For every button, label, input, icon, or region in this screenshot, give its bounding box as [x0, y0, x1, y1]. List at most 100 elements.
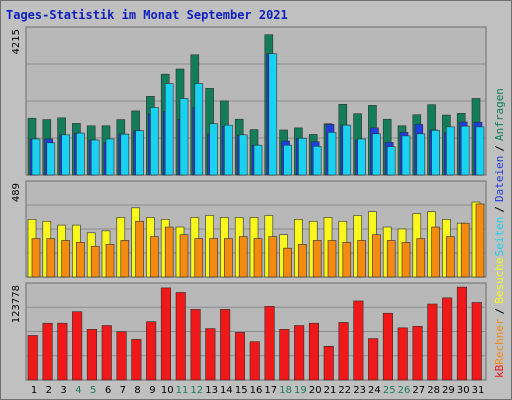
bar-rechner — [386, 240, 396, 278]
x-tick-label: 15 — [235, 385, 248, 396]
bar-seiten — [135, 130, 144, 176]
x-tick-label: 13 — [205, 385, 218, 396]
x-tick-label: 1 — [31, 385, 37, 396]
bar-seiten — [312, 145, 322, 176]
y-axis-max-label: 123778 — [11, 285, 22, 323]
bar-kb — [427, 303, 438, 381]
bar-seiten — [446, 126, 455, 176]
x-tick-label: 12 — [190, 385, 203, 396]
bar-seiten — [61, 134, 70, 176]
bar-kb — [131, 339, 142, 381]
bar-rechner — [372, 234, 381, 278]
x-tick-label: 10 — [161, 385, 174, 396]
bar-kb — [338, 322, 349, 381]
legend-separator: / — [493, 206, 506, 213]
bar-rechner — [194, 238, 204, 278]
bar-seiten — [372, 133, 381, 176]
x-tick-label: 24 — [368, 385, 381, 396]
x-tick-label: 8 — [134, 385, 140, 396]
bar-seiten — [298, 137, 307, 176]
bar-seiten — [90, 139, 100, 176]
bar-rechner — [31, 238, 41, 278]
x-tick-label: 11 — [176, 385, 189, 396]
bar-rechner — [76, 242, 85, 278]
x-tick-label: 17 — [264, 385, 277, 396]
bar-kb — [57, 322, 68, 381]
legend-rechner: Rechner — [493, 318, 506, 365]
bar-kb — [101, 325, 112, 381]
bar-seiten — [431, 130, 440, 176]
bar-rechner — [268, 236, 278, 278]
bar-kb — [175, 292, 186, 381]
bar-rechner — [135, 220, 144, 278]
bar-kb — [146, 321, 157, 381]
legend-anfragen: Anfragen — [493, 88, 506, 141]
bar-rechner — [164, 226, 174, 278]
bar-kb — [220, 309, 231, 381]
bar-kb — [412, 325, 423, 381]
x-tick-label: 21 — [324, 385, 337, 396]
y-axis-max-label: 489 — [11, 183, 22, 202]
bar-seiten — [401, 135, 411, 176]
bar-kb — [116, 331, 127, 381]
bar-rechner — [475, 203, 485, 278]
bar-seiten — [268, 53, 278, 176]
chart-panels — [25, 26, 487, 381]
legend-separator: / — [493, 145, 506, 152]
bar-rechner — [253, 238, 263, 278]
y-axis-max-label: 4215 — [11, 29, 22, 54]
x-tick-label: 5 — [90, 385, 96, 396]
bar-seiten — [31, 138, 41, 176]
bar-seiten — [416, 133, 426, 176]
bar-rechner — [327, 240, 337, 278]
x-tick-label: 16 — [250, 385, 263, 396]
bar-kb — [234, 332, 245, 381]
bar-kb — [382, 312, 394, 381]
bar-kb — [308, 322, 320, 381]
bar-seiten — [475, 126, 485, 176]
x-tick-label: 4 — [75, 385, 81, 396]
bar-rechner — [357, 240, 366, 278]
bar-seiten — [283, 144, 292, 176]
bar-seiten — [105, 138, 115, 176]
bar-kb — [353, 300, 364, 381]
bar-seiten — [238, 134, 248, 176]
bar-seiten — [327, 132, 337, 176]
legend-seiten: Seiten — [493, 217, 506, 257]
x-tick-label: 27 — [412, 385, 425, 396]
bar-kb — [323, 345, 334, 381]
bar-kb — [397, 327, 408, 381]
bar-seiten — [76, 132, 85, 176]
x-axis-day-labels: 1 2 3 4 5 6 7 8 9 10 11 12 13 14 15 16 17 18 19 20 21 22 23 24 2… — [31, 385, 485, 396]
bar-kb — [190, 309, 201, 381]
bar-kb — [279, 329, 290, 381]
x-tick-label: 18 — [279, 385, 292, 396]
bar-seiten — [194, 83, 204, 176]
bar-rechner — [312, 240, 322, 278]
bar-seiten — [46, 142, 56, 176]
legend-separator: / — [493, 308, 506, 315]
bar-rechner — [61, 240, 70, 278]
x-tick-label: 9 — [149, 385, 155, 396]
bar-rechner — [298, 244, 307, 278]
bar-seiten — [357, 138, 366, 176]
bar-rechner — [431, 226, 440, 278]
bar-rechner — [224, 238, 233, 278]
bar-seiten — [209, 123, 218, 176]
bar-kb — [442, 297, 453, 381]
bar-kb — [368, 338, 379, 381]
series-legend-vertical: kBRechner / BesucheSeiten / Dateien / Anfragen — [493, 88, 506, 378]
bar-rechner — [460, 222, 470, 278]
bar-kb — [27, 335, 38, 381]
bar-seiten — [164, 83, 174, 176]
bar-kb — [249, 341, 260, 381]
bar-rechner — [150, 236, 159, 278]
bar-kb — [72, 311, 83, 381]
x-tick-label: 23 — [353, 385, 366, 396]
x-tick-label: 3 — [60, 385, 66, 396]
bar-seiten — [120, 133, 130, 176]
legend-besuche: Besuche — [493, 257, 506, 303]
bar-rechner — [283, 247, 292, 278]
bar-kb — [456, 286, 468, 381]
